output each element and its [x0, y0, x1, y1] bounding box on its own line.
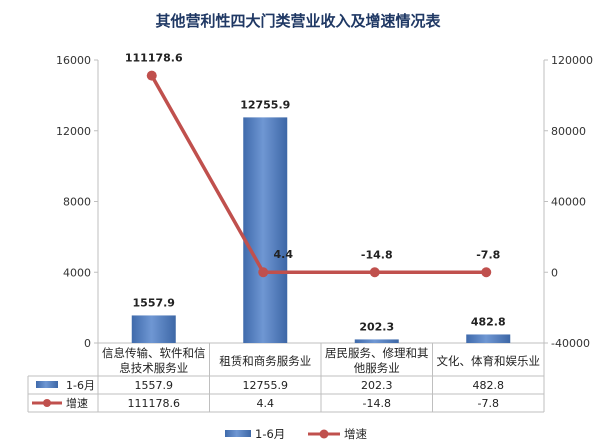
right-tick-label: 0	[551, 266, 558, 279]
bar-data-label: 12755.9	[240, 98, 290, 111]
table-cell: 12755.9	[243, 379, 289, 392]
line-point	[258, 267, 269, 278]
bar	[354, 339, 399, 343]
bar-series: 1557.9 12755.9 202.3 482.8	[131, 98, 511, 343]
bar	[131, 315, 176, 343]
table-cell: -7.8	[478, 397, 499, 410]
legend-label: 1-6月	[255, 427, 285, 441]
table-cell: 202.3	[361, 379, 393, 392]
legend-line-key-marker	[319, 429, 329, 439]
bar-data-label: 1557.9	[133, 296, 175, 309]
table-cell: 1557.9	[135, 379, 174, 392]
line-point	[369, 267, 380, 278]
right-tick-label: 120000	[551, 54, 593, 67]
bar	[243, 117, 288, 343]
category-label: 他服务业	[354, 361, 400, 375]
right-tick-label: 80000	[551, 125, 586, 138]
legend-label: 增速	[344, 427, 367, 441]
left-tick-label: 8000	[63, 196, 91, 209]
chart-title: 其他营利性四大门类营业收入及增速情况表	[155, 12, 441, 30]
table-cell: 4.4	[257, 397, 275, 410]
left-tick-label: 4000	[63, 266, 91, 279]
category-label: 信息传输、软件和信	[102, 346, 206, 360]
category-label: 租赁和商务服务业	[219, 354, 311, 368]
category-label: 息技术服务业	[119, 361, 188, 375]
bar-data-label: 202.3	[359, 320, 394, 333]
axes: 0 4000 8000 12000 16000 -40000 0 40000 80000 1200…	[56, 54, 593, 412]
line-series: 111178.6 4.4 -14.8 -7.8	[125, 52, 500, 278]
legend-bar-key	[225, 430, 251, 437]
table-line-key-marker	[43, 399, 51, 407]
table-cell: 482.8	[473, 379, 505, 392]
table-row-header: 增速	[66, 396, 88, 410]
right-tick-label: 40000	[551, 196, 586, 209]
left-tick-label: 0	[84, 337, 91, 350]
left-tick-label: 16000	[56, 54, 91, 67]
category-label: 居民服务、修理和其	[325, 346, 429, 360]
legend: 1-6月 增速	[225, 427, 367, 441]
category-label: 文化、体育和娱乐业	[437, 354, 541, 368]
left-tick-label: 12000	[56, 125, 91, 138]
line-path	[150, 74, 487, 275]
line-data-label: -14.8	[361, 248, 393, 261]
line-point	[146, 70, 157, 81]
line-point	[481, 267, 492, 278]
line-data-label: 4.4	[274, 248, 294, 261]
table-cell: -14.8	[363, 397, 391, 410]
bar	[466, 334, 511, 343]
bar-data-label: 482.8	[471, 315, 506, 328]
right-tick-label: -40000	[551, 337, 590, 350]
line-data-label: -7.8	[476, 248, 500, 261]
table-cell: 111178.6	[128, 397, 181, 410]
table-bar-key	[36, 381, 58, 388]
line-data-label: 111178.6	[125, 52, 183, 65]
table-row-header: 1-6月	[66, 379, 95, 392]
